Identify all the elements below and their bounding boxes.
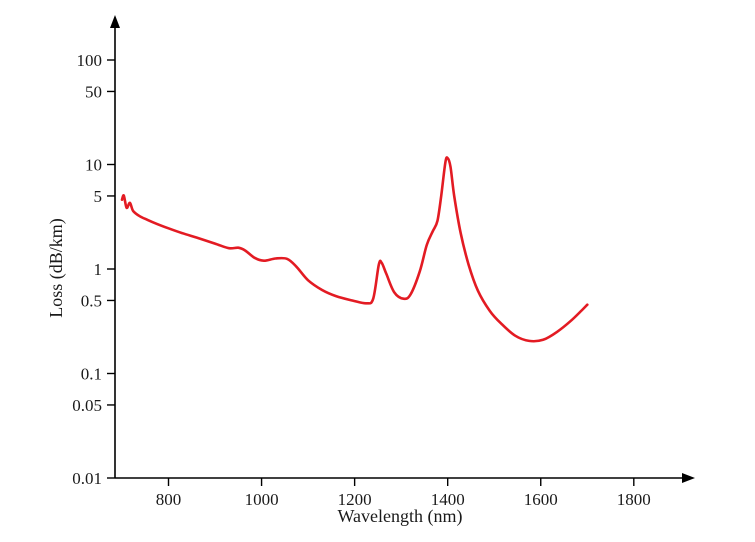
x-axis-arrow [682, 473, 695, 483]
y-tick-label: 5 [94, 187, 103, 206]
y-tick-label: 10 [85, 156, 102, 175]
axes [110, 15, 695, 483]
x-tick-label: 1600 [524, 490, 558, 509]
y-axis-arrow [110, 15, 120, 28]
y-tick-label: 50 [85, 82, 102, 101]
x-tick-label: 1000 [245, 490, 279, 509]
tick-marks [107, 59, 635, 486]
x-tick-label: 1800 [617, 490, 651, 509]
x-axis-label: Wavelength (nm) [337, 506, 462, 527]
tick-labels: 100 50 10 5 1 0.5 0.1 0.05 0.01 800 1000 1200 1400 16… [72, 51, 651, 509]
x-tick-label: 1400 [431, 490, 465, 509]
series-fiber-attenuation [120, 156, 589, 343]
attenuation-curve [120, 156, 589, 343]
y-tick-label: 0.01 [72, 469, 102, 488]
x-tick-label: 800 [156, 490, 182, 509]
x-tick-label: 1200 [338, 490, 372, 509]
y-tick-label: 0.1 [81, 365, 102, 384]
y-tick-label: 0.05 [72, 396, 102, 415]
y-tick-label: 0.5 [81, 291, 102, 310]
y-axis-label: Loss (dB/km) [46, 218, 67, 318]
y-tick-label: 1 [94, 260, 103, 279]
y-tick-label: 100 [77, 51, 103, 70]
